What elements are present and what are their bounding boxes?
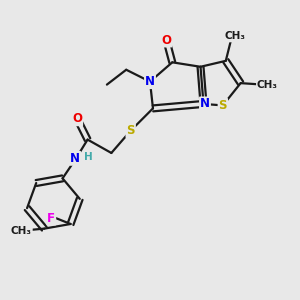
- Text: N: N: [70, 152, 80, 165]
- Text: N: N: [200, 98, 210, 110]
- Text: O: O: [72, 112, 82, 125]
- Text: CH₃: CH₃: [257, 80, 278, 90]
- Text: F: F: [47, 212, 55, 224]
- Text: O: O: [161, 34, 171, 46]
- Text: CH₃: CH₃: [11, 226, 32, 236]
- Text: H: H: [84, 152, 93, 162]
- Text: S: S: [219, 99, 227, 112]
- Text: S: S: [126, 124, 135, 137]
- Text: N: N: [145, 75, 155, 88]
- Text: CH₃: CH₃: [225, 32, 246, 41]
